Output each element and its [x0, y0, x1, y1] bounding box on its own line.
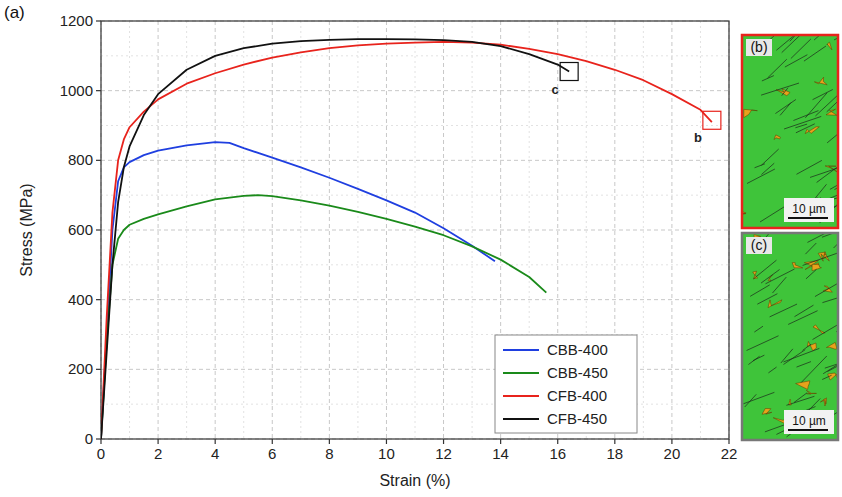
- micrograph: (c) 10 µm: [742, 224, 842, 440]
- annotation-label: c: [552, 82, 559, 97]
- scale-bar-patch: [784, 198, 834, 222]
- y-tick-label: 800: [68, 151, 93, 168]
- minor-grid-line: [101, 195, 729, 196]
- micrograph-label: (c): [751, 237, 767, 253]
- y-tick: [96, 160, 101, 161]
- micrograph-texture: [743, 233, 838, 437]
- x-tick-label: 0: [97, 445, 105, 462]
- label-patch: [746, 39, 772, 56]
- y-tick-label: 1000: [60, 82, 93, 99]
- panel-label: (a): [4, 3, 25, 22]
- y-tick-label: 0: [85, 430, 93, 447]
- grid-line: [443, 21, 444, 439]
- x-axis-title: Strain (%): [379, 472, 450, 489]
- minor-grid-line: [357, 21, 358, 439]
- x-tick-label: 10: [378, 445, 395, 462]
- curve: [101, 142, 495, 439]
- figure: 0 2 4 6 8 10 12 14 16 18 20 22 0 200 400 600 800 1000 1200…: [0, 0, 842, 497]
- x-tick-label: 14: [492, 445, 509, 462]
- legend-swatch: [503, 372, 539, 374]
- y-axis-title: Stress (MPa): [18, 183, 35, 276]
- minor-grid-line: [101, 55, 729, 56]
- annotations: bc: [552, 63, 721, 146]
- x-tick-label: 4: [211, 445, 219, 462]
- legend-label: CBB-450: [547, 364, 608, 381]
- micrograph-border: [742, 35, 838, 228]
- x-tick: [386, 439, 387, 444]
- legend-label: CBB-400: [547, 341, 608, 358]
- y-tick: [96, 90, 101, 91]
- x-tick-label: 12: [435, 445, 452, 462]
- y-tick: [96, 438, 101, 439]
- x-tick: [215, 439, 216, 444]
- y-tick-label: 400: [68, 291, 93, 308]
- y-tick: [96, 229, 101, 230]
- plot-frame: [101, 21, 729, 439]
- scale-bar-label: 10 µm: [792, 414, 826, 428]
- x-tick: [500, 439, 501, 444]
- x-tick: [100, 439, 101, 444]
- x-tick: [272, 439, 273, 444]
- legend-swatch: [503, 349, 539, 351]
- micrograph-texture: [742, 35, 838, 223]
- legend: CBB-400 CBB-450 CFB-400 CFB-450: [495, 335, 637, 433]
- grid-line: [101, 299, 729, 300]
- annotation-box: [703, 111, 721, 129]
- legend-label: CFB-400: [547, 387, 607, 404]
- legend-label: CFB-450: [547, 410, 607, 427]
- scale-bar: [788, 217, 828, 219]
- micrograph: (b) 10 µm: [739, 13, 842, 228]
- x-tick: [157, 439, 158, 444]
- micrograph-label: (b): [750, 39, 767, 55]
- y-tick: [96, 20, 101, 21]
- x-tick-label: 18: [606, 445, 623, 462]
- axes: 0 2 4 6 8 10 12 14 16 18 20 22 0 200 400 600 800 1000 1200…: [18, 12, 737, 489]
- y-tick-label: 600: [68, 221, 93, 238]
- label-patch: [746, 237, 772, 254]
- annotation-box: [560, 63, 578, 81]
- y-tick-label: 200: [68, 360, 93, 377]
- legend-swatch: [503, 418, 539, 420]
- x-tick: [728, 439, 729, 444]
- scale-bar: [788, 429, 828, 431]
- x-tick-label: 8: [325, 445, 333, 462]
- legend-box: [495, 335, 637, 433]
- grid: [101, 21, 729, 439]
- minor-grid-line: [700, 21, 701, 439]
- minor-grid-line: [101, 264, 729, 265]
- scale-bar-label: 10 µm: [792, 202, 826, 216]
- grid-line: [101, 230, 729, 231]
- curve: [101, 195, 546, 439]
- x-tick-label: 22: [721, 445, 738, 462]
- annotation-label: b: [694, 130, 702, 145]
- x-tick: [557, 439, 558, 444]
- y-tick: [96, 299, 101, 300]
- x-tick-label: 20: [664, 445, 681, 462]
- x-tick-label: 2: [154, 445, 162, 462]
- grid-line: [386, 21, 387, 439]
- micrograph-image: [742, 35, 838, 228]
- scale-bar-patch: [784, 410, 834, 434]
- x-tick-label: 6: [268, 445, 276, 462]
- y-tick-label: 1200: [60, 12, 93, 29]
- x-tick: [671, 439, 672, 444]
- curve: [101, 42, 712, 439]
- x-tick: [443, 439, 444, 444]
- grid-line: [329, 21, 330, 439]
- micrograph-image: [742, 233, 838, 440]
- grid-line: [101, 160, 729, 161]
- x-tick-label: 16: [549, 445, 566, 462]
- minor-grid-line: [415, 21, 416, 439]
- minor-grid-line: [101, 125, 729, 126]
- grid-line: [101, 90, 729, 91]
- x-tick: [329, 439, 330, 444]
- micrograph-border: [742, 233, 838, 440]
- series-group: [101, 39, 712, 439]
- x-tick: [614, 439, 615, 444]
- y-tick: [96, 369, 101, 370]
- legend-swatch: [503, 395, 539, 397]
